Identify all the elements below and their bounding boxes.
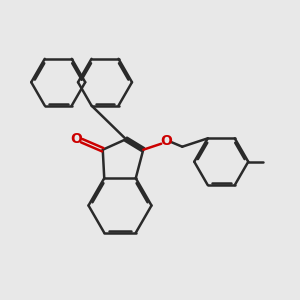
Text: O: O [70,132,82,146]
Text: O: O [161,134,172,148]
